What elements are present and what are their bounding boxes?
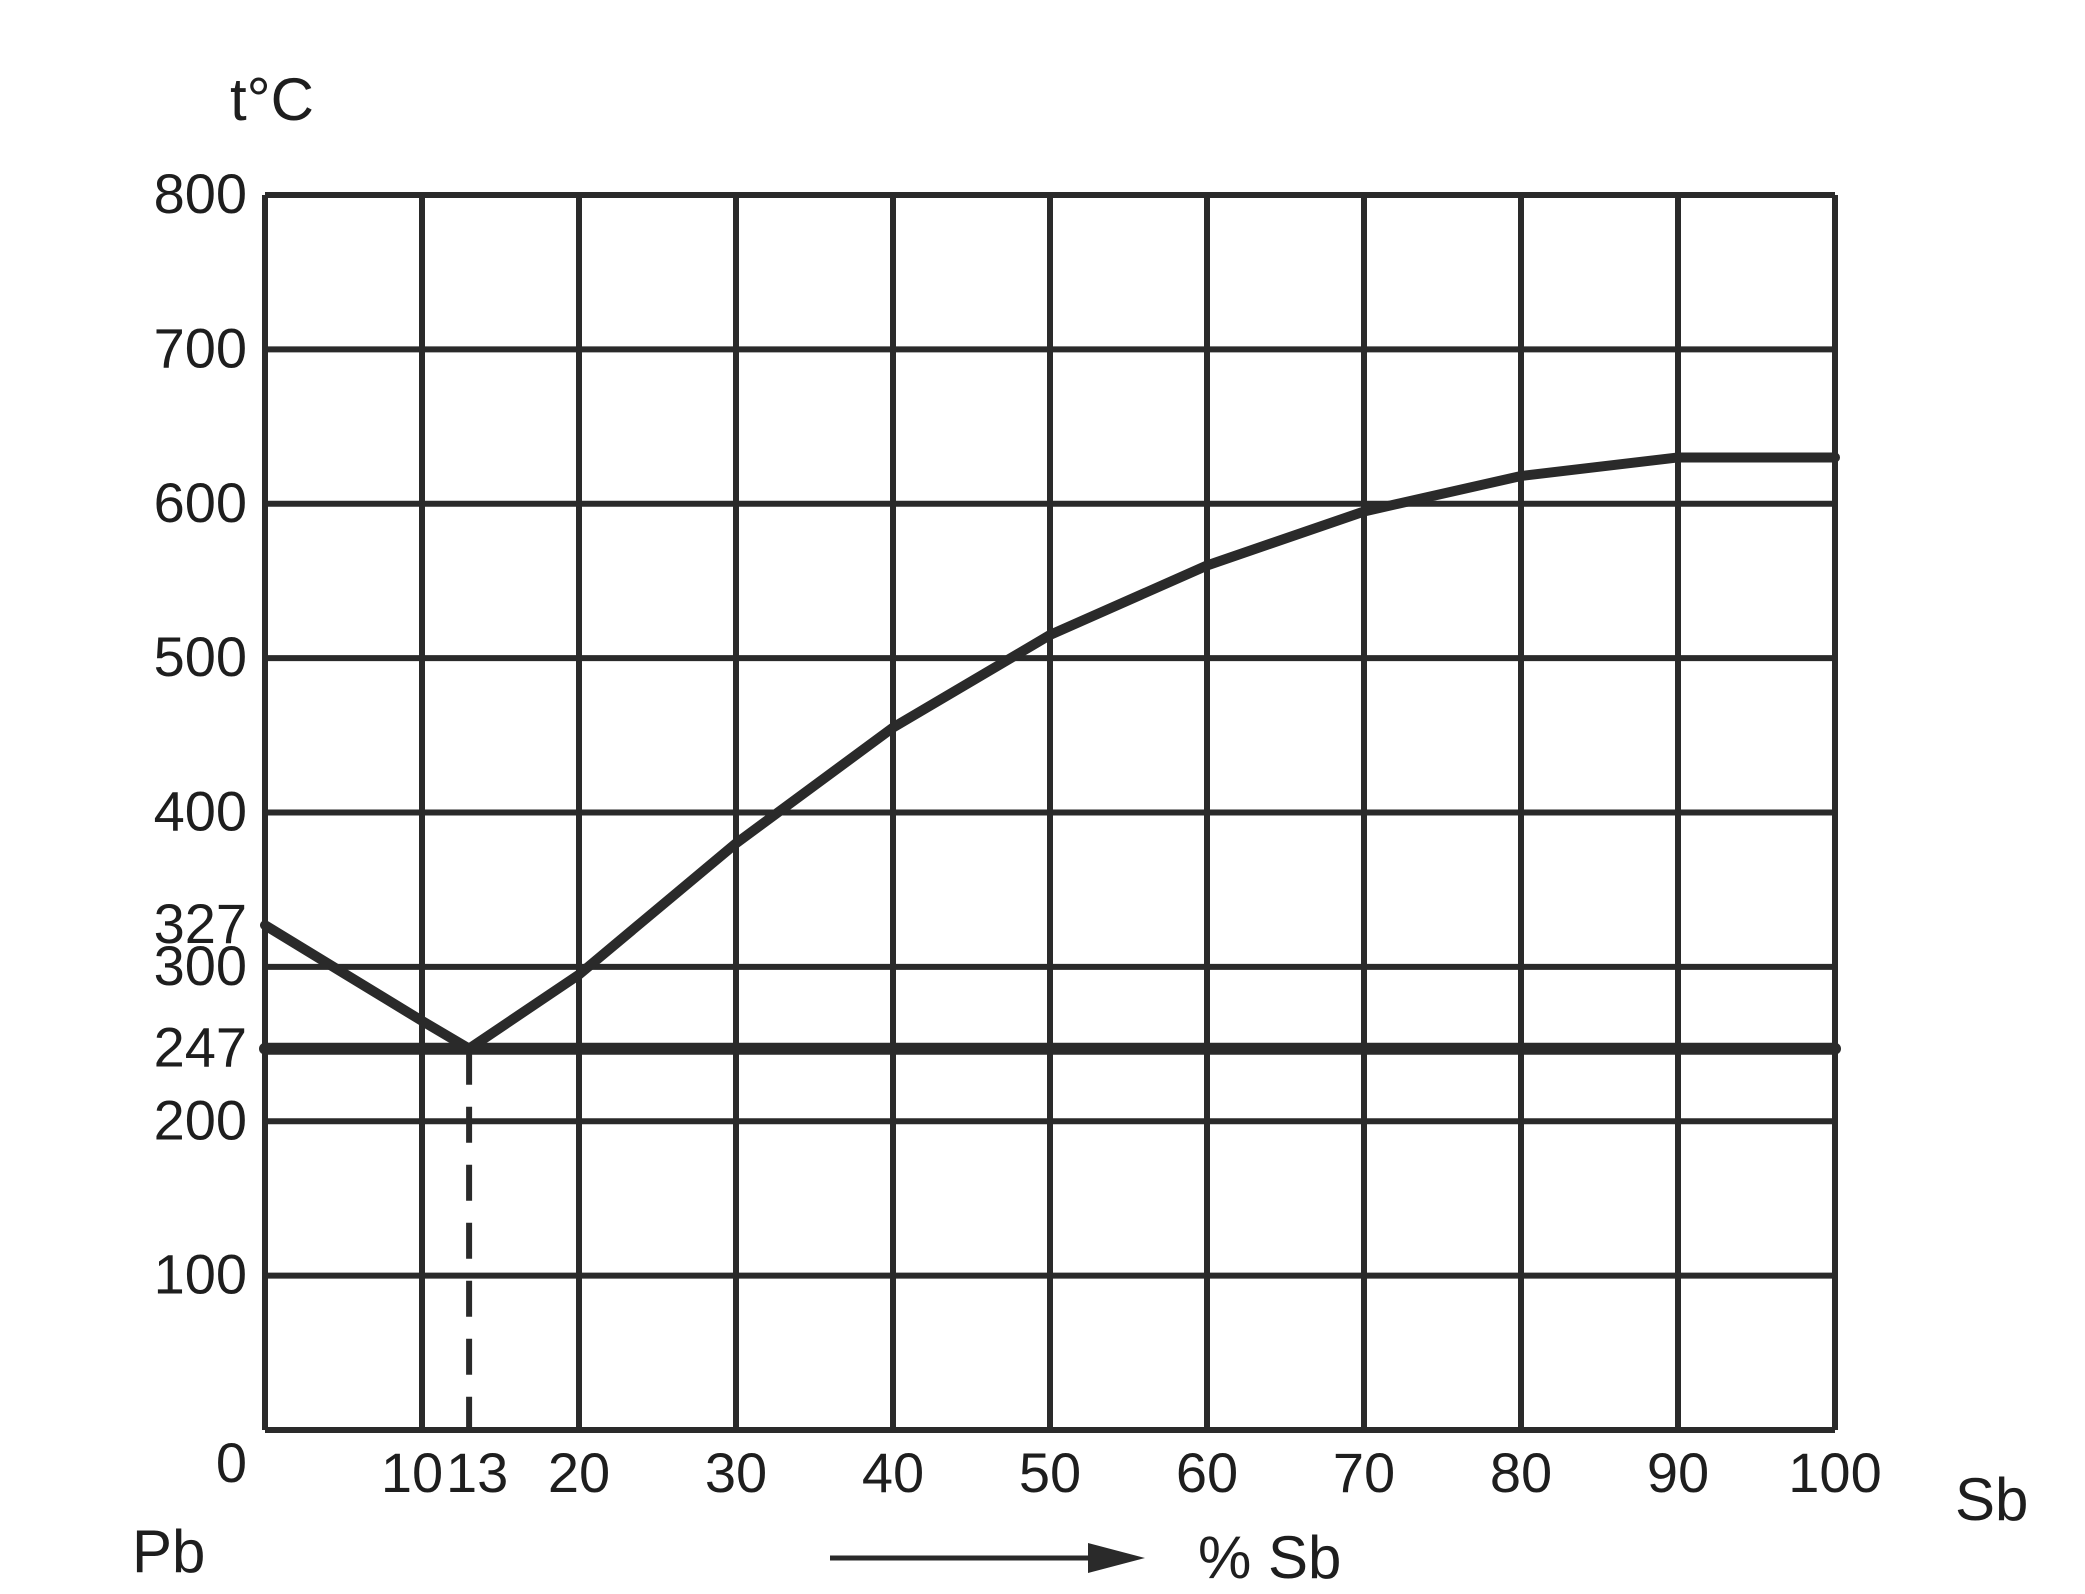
y-tick-label: 800 [154, 162, 247, 225]
x-tick-label: 30 [705, 1441, 767, 1504]
y-axis-title: t°C [230, 66, 314, 133]
y-tick-label: 300 [154, 934, 247, 997]
x-tick-label: 80 [1490, 1441, 1552, 1504]
y-tick-label: 200 [154, 1088, 247, 1151]
x-tick-label: 90 [1647, 1441, 1709, 1504]
right-end-label: Sb [1955, 1466, 2028, 1533]
y-tick-label: 327 [154, 892, 247, 955]
y-tick-label: 100 [154, 1243, 247, 1306]
series-line-0 [260, 920, 475, 1054]
y-tick-label: 400 [154, 780, 247, 843]
x-tick-label: 50 [1019, 1441, 1081, 1504]
y-tick-label: 247 [154, 1016, 247, 1079]
x-tick-label: 10 [381, 1441, 443, 1504]
y-tick-label: 700 [154, 316, 247, 379]
y-tick-label: 500 [154, 625, 247, 688]
y-tick-label: 0 [216, 1431, 247, 1494]
series-layer [259, 452, 1841, 1430]
direction-arrow-head [1088, 1543, 1145, 1573]
x-tick-label: 100 [1788, 1441, 1881, 1504]
x-tick-label: 20 [548, 1441, 610, 1504]
series-line-1 [464, 452, 1840, 1054]
grid-layer [262, 192, 1838, 1433]
x-tick-label: 70 [1333, 1441, 1395, 1504]
x-tick-label: 60 [1176, 1441, 1238, 1504]
left-end-label: Pb [132, 1518, 205, 1585]
x-tick-label: 13 [446, 1441, 508, 1504]
x-tick-label: 40 [862, 1441, 924, 1504]
x-axis-title: % Sb [1198, 1524, 1341, 1589]
y-tick-label: 600 [154, 471, 247, 534]
